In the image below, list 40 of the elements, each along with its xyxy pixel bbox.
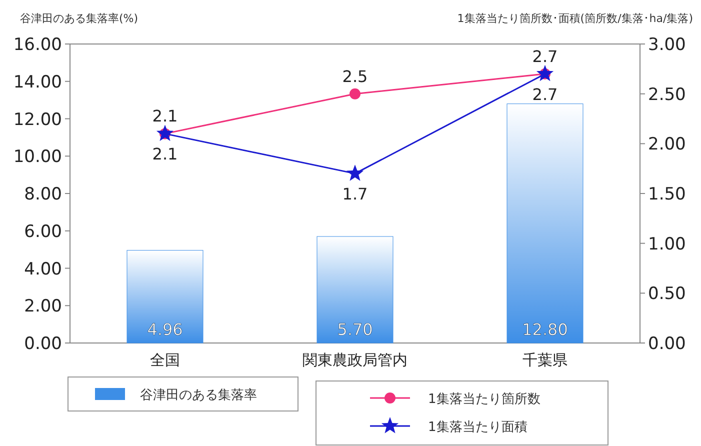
y-tick-label: 4.00 (24, 259, 62, 280)
legend-label: 1集落当たり面積 (428, 420, 528, 435)
y2-tick-label: 1.00 (648, 234, 686, 254)
y2-axis-title: 1集落当たり箇所数･面積(箇所数/集落･ha/集落) (457, 12, 693, 25)
x-tick-label: 千葉県 (522, 351, 568, 369)
data-label: 4.96 (147, 320, 183, 339)
data-label: 2.1 (152, 106, 178, 126)
point (350, 88, 360, 100)
x-tick-label: 関東農政局管内 (302, 351, 408, 369)
data-label: 1.7 (342, 184, 368, 204)
y2-tick-label: 2.50 (648, 84, 686, 105)
data-label: 12.80 (522, 320, 568, 339)
y-tick-label: 16.00 (13, 35, 62, 55)
point (536, 64, 554, 82)
y2-tick-label: 0.00 (648, 334, 686, 354)
legend-label: 1集落当たり箇所数 (428, 392, 540, 407)
x-tick-label: 全国 (150, 351, 180, 369)
y2-tick-label: 0.50 (648, 284, 686, 304)
data-label: 2.7 (532, 84, 558, 104)
y-tick-label: 8.00 (24, 184, 62, 204)
bar (316, 236, 394, 344)
y-tick-label: 12.00 (13, 110, 62, 130)
y-tick-label: 10.00 (13, 147, 62, 168)
y2-tick-label: 3.00 (648, 35, 686, 55)
y-tick-label: 14.00 (13, 72, 62, 92)
data-label: 2.5 (342, 66, 368, 86)
y-axis-title: 谷津田のある集落率(%) (20, 12, 138, 25)
y2-tick-label: 1.50 (648, 184, 686, 204)
point (346, 164, 364, 181)
bar (126, 250, 204, 344)
point (156, 124, 174, 141)
data-label: 2.7 (532, 46, 558, 66)
y-tick-label: 6.00 (24, 222, 62, 242)
y-tick-label: 2.00 (24, 296, 62, 317)
legend-label: 谷津田のある集落率 (140, 387, 257, 403)
y-tick-label: 0.00 (24, 334, 62, 354)
data-label: 2.1 (152, 144, 178, 164)
y2-tick-label: 2.00 (648, 134, 686, 155)
bar (506, 104, 584, 344)
data-label: 5.70 (337, 320, 373, 339)
